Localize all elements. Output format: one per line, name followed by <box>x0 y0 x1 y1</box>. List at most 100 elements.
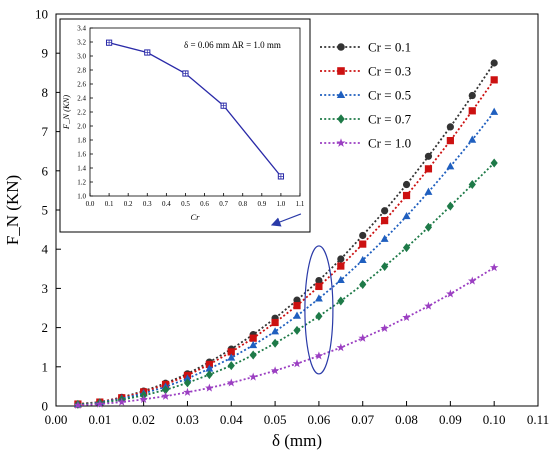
data-point <box>468 107 476 115</box>
data-point <box>381 261 389 271</box>
inset-x-tick-label: 0.7 <box>219 200 228 208</box>
data-point <box>314 294 323 302</box>
data-point <box>446 137 454 145</box>
x-tick-label: 0.10 <box>483 412 506 427</box>
series-4 <box>73 263 499 409</box>
inset-y-tick-label: 2.6 <box>77 81 86 89</box>
data-point <box>359 231 367 240</box>
x-tick-label: 0.05 <box>264 412 287 427</box>
y-tick-label: 8 <box>42 85 49 100</box>
inset-plot: 0.0 0.1 0.2 0.3 0.4 0.5 0.6 0.7 0.8 0.9 1.0 1.1 1.0 1… <box>59 18 311 233</box>
inset-x-tick-label: 0.2 <box>124 200 133 208</box>
data-point <box>336 275 345 284</box>
inset-annotation: δ = 0.06 mm ΔR = 1.0 mm <box>184 40 281 50</box>
data-point <box>293 296 301 304</box>
x-tick-label: 0.07 <box>351 412 374 427</box>
inset-y-tick-label: 1.4 <box>77 165 86 173</box>
data-point <box>337 262 345 270</box>
inset-x-tick-label: 0.5 <box>181 200 190 208</box>
inset-x-tick-label: 1.1 <box>296 200 305 208</box>
callout <box>270 213 334 375</box>
x-axis-title: δ (mm) <box>272 431 322 450</box>
inset-y-tick-label: 2.8 <box>77 67 86 75</box>
data-point <box>183 387 192 396</box>
data-point <box>270 366 280 375</box>
inset-x-tick-label: 0.0 <box>86 200 95 208</box>
inset-x-axis-title: Cr <box>191 212 201 222</box>
inset-x-tick-label: 0.4 <box>162 200 171 208</box>
inset-x-tick-label: 0.9 <box>257 200 266 208</box>
legend-label: Cr = 0.7 <box>368 112 412 127</box>
data-point <box>205 364 214 372</box>
data-point <box>381 216 389 225</box>
data-point <box>402 211 411 220</box>
inset-y-tick-label: 1.6 <box>77 151 86 159</box>
y-axis-title: F_N (KN) <box>3 175 22 245</box>
data-point <box>271 318 279 327</box>
inset-y-tick-label: 3.4 <box>77 25 86 33</box>
data-point <box>95 399 105 408</box>
data-point <box>183 378 192 388</box>
data-point <box>205 383 214 392</box>
data-point <box>490 107 499 115</box>
data-point <box>424 301 433 310</box>
data-point <box>446 201 454 211</box>
data-point <box>315 311 323 321</box>
data-point <box>468 180 476 190</box>
data-point <box>226 378 236 387</box>
data-point <box>249 334 257 342</box>
legend-marker <box>337 67 345 75</box>
data-point <box>402 191 411 200</box>
data-point <box>183 374 192 382</box>
legend-marker <box>337 43 345 51</box>
legend-item: Cr = 1.0 <box>320 136 411 151</box>
legend-item: Cr = 0.1 <box>320 40 411 55</box>
inset-x-tick-label: 0.1 <box>105 200 114 208</box>
data-point <box>315 282 323 291</box>
legend-item: Cr = 0.7 <box>320 112 412 127</box>
legend-item: Cr = 0.5 <box>320 88 411 103</box>
x-tick-label: 0.01 <box>88 412 111 427</box>
legend-label: Cr = 0.1 <box>368 40 411 55</box>
series-3 <box>74 158 498 409</box>
data-point <box>424 152 433 160</box>
data-point <box>249 340 258 349</box>
x-tick-label: 0.04 <box>220 412 243 427</box>
data-point <box>446 123 454 131</box>
data-point <box>161 385 170 395</box>
inset-y-axis-title: F_N (KN) <box>61 95 71 130</box>
y-tick-label: 0 <box>42 399 49 414</box>
data-point <box>468 135 477 143</box>
callout-arrow <box>270 213 302 227</box>
y-tick-label: 5 <box>42 203 49 218</box>
data-point <box>402 180 411 189</box>
data-point <box>359 279 367 289</box>
data-point <box>292 359 302 368</box>
inset-y-tick-label: 3.2 <box>77 39 86 47</box>
data-point <box>139 394 148 403</box>
data-point <box>205 370 213 380</box>
y-tick-label: 1 <box>42 359 49 374</box>
legend-label: Cr = 0.3 <box>368 64 411 79</box>
data-point <box>380 234 389 242</box>
inset-y-tick-label: 2.2 <box>77 109 86 117</box>
legend-marker <box>336 138 346 147</box>
data-point <box>358 333 368 342</box>
legend-label: Cr = 0.5 <box>368 88 411 103</box>
data-point <box>358 255 367 264</box>
y-tick-label: 3 <box>42 281 49 296</box>
data-point <box>293 311 301 319</box>
main-plot: 0.00 0.01 0.02 0.03 0.04 0.05 0.06 0.07 0.08 0.09… <box>3 7 549 451</box>
data-point <box>336 343 346 352</box>
data-point <box>402 243 411 253</box>
series-line <box>77 266 495 407</box>
x-tick-label: 0.02 <box>132 412 155 427</box>
inset-background <box>59 18 311 233</box>
y-tick-label: 7 <box>42 124 49 139</box>
legend-marker <box>337 114 345 124</box>
data-point <box>249 350 257 360</box>
x-tick-label: 0.08 <box>395 412 418 427</box>
data-point <box>446 289 455 298</box>
data-point <box>117 397 127 406</box>
